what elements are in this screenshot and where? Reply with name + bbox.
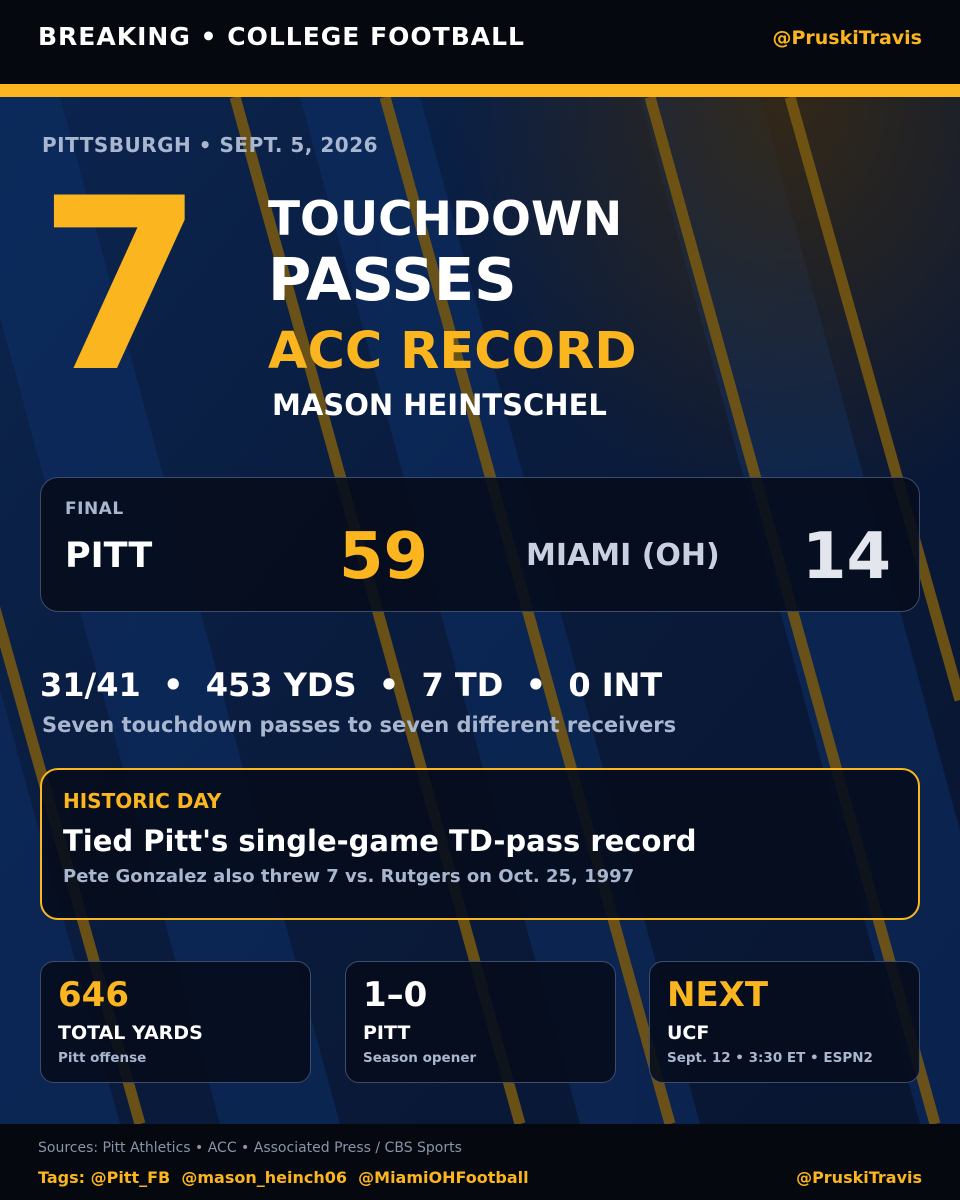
breaking-kicker: BREAKING • COLLEGE FOOTBALL — [38, 22, 525, 51]
passing-stat-line: 31/41 • 453 YDS • 7 TD • 0 INT — [40, 666, 663, 704]
home-team: PITT — [65, 536, 153, 576]
home-score: 59 — [339, 520, 429, 594]
card-title: PITT — [363, 1022, 411, 1044]
sources-text: Sources: Pitt Athletics • ACC • Associat… — [38, 1140, 462, 1156]
historic-headline: Tied Pitt's single-game TD-pass record — [63, 824, 697, 858]
stat-subtitle: Seven touchdown passes to seven differen… — [42, 713, 677, 737]
card-value: 1–0 — [363, 975, 428, 1015]
final-scoreboard: FINAL PITT 59 MIAMI (OH) 14 — [40, 477, 920, 612]
footer-bar: Sources: Pitt Athletics • ACC • Associat… — [0, 1124, 960, 1200]
historic-note: Pete Gonzalez also threw 7 vs. Rutgers o… — [63, 866, 635, 887]
away-team: MIAMI (OH) — [526, 538, 720, 573]
tags-text[interactable]: Tags: @Pitt_FB @mason_heinch06 @MiamiOHF… — [38, 1168, 529, 1187]
header-bar: BREAKING • COLLEGE FOOTBALL @PruskiTravi… — [0, 0, 960, 84]
stat-card-record: 1–0 PITT Season opener — [345, 961, 616, 1083]
headline-acc-record: ACC RECORD — [268, 322, 637, 381]
card-value: NEXT — [667, 975, 769, 1015]
dateline: PITTSBURGH • SEPT. 5, 2026 — [42, 133, 379, 157]
historic-day-callout: HISTORIC DAY Tied Pitt's single-game TD-… — [40, 768, 920, 920]
game-status: FINAL — [65, 499, 124, 519]
headline-touchdown: TOUCHDOWN — [268, 192, 623, 247]
away-score: 14 — [802, 520, 892, 594]
touchdown-count: 7 — [38, 148, 204, 425]
historic-label: HISTORIC DAY — [63, 789, 222, 813]
card-value: 646 — [58, 975, 129, 1015]
player-name: MASON HEINTSCHEL — [272, 388, 607, 422]
card-caption: Sept. 12 • 3:30 ET • ESPN2 — [667, 1050, 873, 1066]
footer-handle[interactable]: @PruskiTravis — [796, 1168, 922, 1187]
card-caption: Season opener — [363, 1050, 477, 1066]
card-title: TOTAL YARDS — [58, 1022, 203, 1044]
author-handle[interactable]: @PruskiTravis — [772, 27, 922, 49]
gold-divider — [0, 84, 960, 97]
headline-passes: PASSES — [268, 245, 517, 314]
card-title: UCF — [667, 1022, 710, 1044]
stat-card-next-game: NEXT UCF Sept. 12 • 3:30 ET • ESPN2 — [649, 961, 920, 1083]
stat-card-total-yards: 646 TOTAL YARDS Pitt offense — [40, 961, 311, 1083]
card-caption: Pitt offense — [58, 1050, 147, 1066]
